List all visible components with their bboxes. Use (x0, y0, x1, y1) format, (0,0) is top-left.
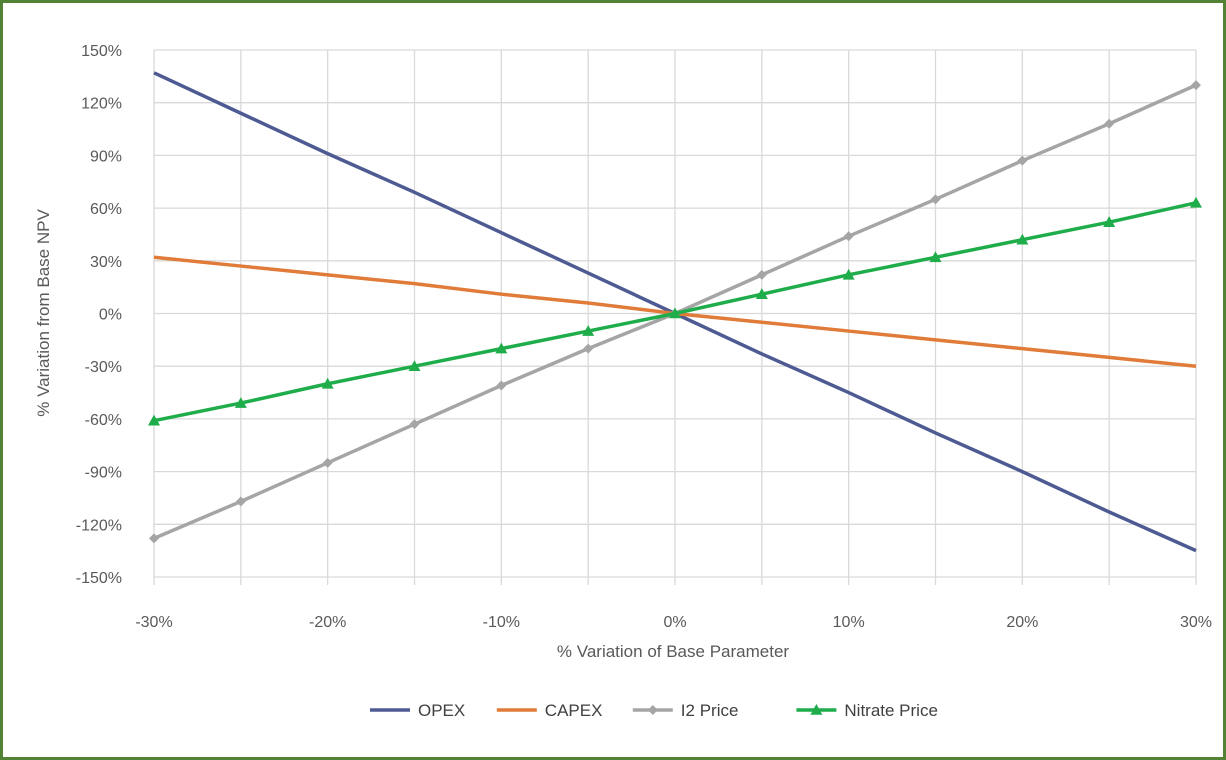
y-tick-label: -60% (85, 412, 122, 429)
legend-item-nitrate-price: Nitrate Price (796, 701, 938, 720)
data-point-i2-price (235, 496, 246, 507)
x-tick-label: -10% (483, 614, 520, 631)
data-point-i2-price (843, 231, 854, 242)
data-point-nitrate-price (234, 397, 247, 408)
data-point-nitrate-price (1103, 216, 1116, 227)
x-tick-label: 30% (1180, 614, 1212, 631)
legend-marker (810, 704, 823, 715)
legend-item-capex: CAPEX (496, 701, 603, 720)
x-tick-label: 10% (833, 614, 865, 631)
data-point-nitrate-price (321, 377, 334, 389)
data-point-i2-price (1191, 80, 1201, 91)
grid-layer (153, 49, 1197, 585)
data-point-i2-price (409, 419, 420, 430)
data-point-i2-price (496, 380, 507, 391)
data-point-i2-price (930, 194, 941, 205)
data-point-nitrate-price (1190, 196, 1202, 208)
y-tick-label: 30% (90, 254, 122, 271)
legend-label: OPEX (418, 701, 465, 720)
data-point-i2-price (149, 533, 159, 544)
data-point-nitrate-price (669, 307, 681, 319)
x-tick-label: -30% (135, 614, 172, 631)
data-point-nitrate-price (755, 288, 768, 299)
x-tick-label: -20% (309, 614, 346, 631)
x-tick-label: 0% (663, 614, 686, 631)
x-axis-tick-labels: -30% -20% -10% 0% 10% 20% 30% (135, 614, 1212, 631)
legend-marker (647, 705, 658, 715)
y-tick-label: -30% (85, 359, 122, 376)
data-point-nitrate-price (408, 360, 421, 371)
data-point-i2-price (1104, 118, 1115, 129)
legend-label: I2 Price (681, 701, 739, 720)
y-tick-label: -150% (76, 570, 122, 587)
data-point-nitrate-price (148, 414, 160, 426)
x-tick-label: 20% (1006, 614, 1038, 631)
data-point-i2-price (756, 269, 767, 280)
data-point-nitrate-price (582, 325, 595, 336)
y-axis-title: % Variation from Base NPV (34, 209, 53, 417)
y-tick-label: 150% (81, 43, 122, 60)
data-point-i2-price (1017, 155, 1028, 166)
y-tick-label: 0% (99, 307, 122, 324)
y-tick-label: 90% (90, 148, 122, 165)
y-tick-label: -90% (85, 465, 122, 482)
data-point-nitrate-price (842, 268, 855, 280)
legend-label: CAPEX (545, 701, 603, 720)
y-tick-label: 60% (90, 201, 122, 218)
data-point-i2-price (583, 343, 594, 354)
data-point-nitrate-price (495, 342, 508, 354)
legend-item-opex: OPEX (370, 701, 465, 720)
legend-item-i2-price: I2 Price (632, 701, 739, 720)
y-tick-label: -120% (76, 517, 122, 534)
legend-label: Nitrate Price (844, 701, 938, 720)
legend: OPEX CAPEX I2 Price Nitrate Price (370, 701, 938, 720)
y-tick-label: 120% (81, 96, 122, 113)
series-layer (148, 71, 1202, 553)
y-axis-tick-labels: 150% 120% 90% 60% 30% 0% -30% -60% -90% -120% -150… (76, 43, 122, 587)
data-point-nitrate-price (929, 251, 942, 263)
series-nitrate-price (148, 196, 1202, 426)
data-point-i2-price (322, 457, 333, 468)
x-axis-title: % Variation of Base Parameter (557, 642, 789, 661)
data-point-nitrate-price (1016, 233, 1029, 245)
